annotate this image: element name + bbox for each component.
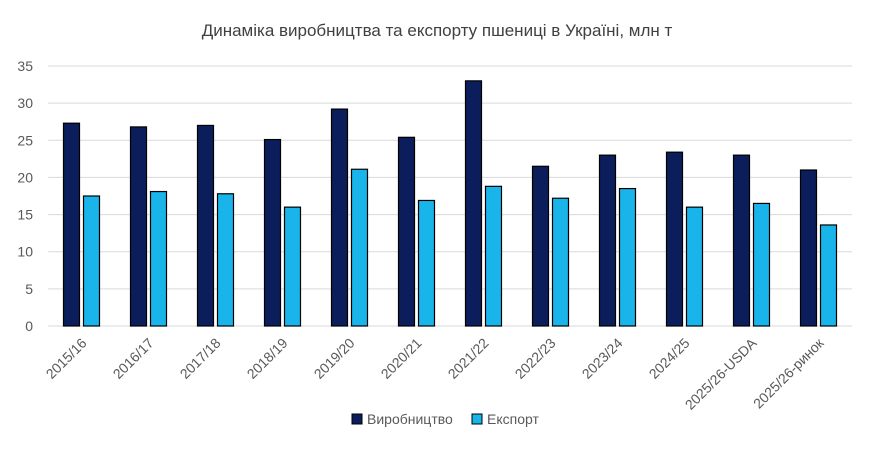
bar-export: [819, 224, 838, 327]
y-tick-label: 0: [25, 318, 33, 334]
bar-production: [129, 126, 148, 327]
bar-export: [149, 190, 168, 327]
x-tick-label: 2024/25: [646, 335, 693, 382]
gridlines: [48, 65, 852, 327]
x-tick-label: 2023/24: [579, 335, 626, 382]
bar-production: [196, 124, 215, 327]
bar-production: [531, 165, 550, 327]
y-tick-label: 15: [17, 207, 33, 223]
x-tick-label: 2016/17: [110, 335, 157, 382]
legend-swatch-export: [471, 413, 483, 425]
chart-title: Динаміка виробництва та експорту пшениці…: [202, 21, 673, 40]
bar-export: [484, 185, 503, 327]
bar-export: [685, 206, 704, 327]
bar-production: [397, 136, 416, 327]
x-tick-label: 2025/26-USDA: [682, 334, 760, 412]
bar-production: [263, 138, 282, 327]
x-tick-label: 2020/21: [378, 335, 425, 382]
x-tick-label: 2019/20: [311, 335, 358, 382]
bar-production: [62, 122, 81, 327]
legend-label-production: Виробництво: [367, 411, 453, 427]
x-tick-label: 2015/16: [43, 335, 90, 382]
x-tick-label: 2021/22: [445, 335, 492, 382]
legend: Виробництво Експорт: [351, 411, 539, 427]
bar-production: [330, 108, 349, 327]
bar-production: [799, 169, 818, 327]
bar-export: [752, 202, 771, 327]
y-tick-label: 35: [17, 58, 33, 74]
y-tick-label: 5: [25, 281, 33, 297]
legend-swatch-production: [351, 413, 363, 425]
bars: [62, 80, 838, 327]
bar-export: [283, 206, 302, 327]
bar-production: [464, 80, 483, 327]
x-tick-label: 2025/26-ринок: [750, 334, 827, 411]
y-tick-label: 25: [17, 132, 33, 148]
legend-label-export: Експорт: [487, 411, 539, 427]
y-axis-tick-labels: 0 5 10 15 20 25 30 35: [17, 58, 33, 334]
bar-export: [350, 168, 369, 327]
bar-production: [598, 154, 617, 327]
bar-export: [551, 197, 570, 327]
bar-production: [732, 154, 751, 327]
bar-production: [665, 151, 684, 327]
bar-export: [82, 195, 101, 327]
x-tick-label: 2022/23: [512, 335, 559, 382]
bar-export: [618, 187, 637, 327]
y-tick-label: 30: [17, 95, 33, 111]
bar-export: [417, 199, 436, 327]
x-axis-tick-labels: 2015/16 2016/17 2017/18 2018/19 2019/20 2020/…: [43, 334, 828, 413]
x-tick-label: 2018/19: [244, 335, 291, 382]
y-tick-label: 20: [17, 169, 33, 185]
x-tick-label: 2017/18: [177, 335, 224, 382]
y-tick-label: 10: [17, 244, 33, 260]
bar-export: [216, 193, 235, 327]
